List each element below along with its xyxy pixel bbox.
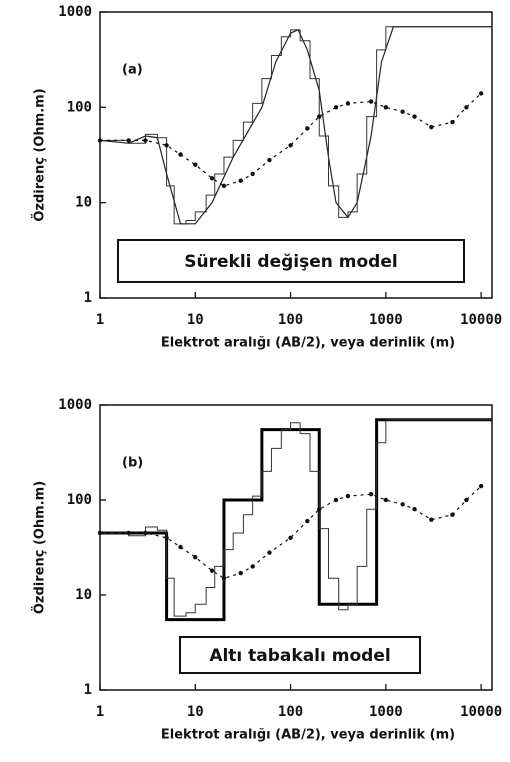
data-point — [305, 518, 310, 524]
data-point — [368, 99, 374, 104]
data-point — [178, 544, 183, 550]
data-point — [400, 109, 405, 114]
y-tick-label: 100 — [67, 99, 92, 115]
data-point — [238, 178, 243, 183]
data-point — [143, 530, 148, 536]
data-point — [267, 157, 272, 163]
data-point — [97, 138, 103, 143]
data-point — [267, 550, 272, 555]
data-point — [412, 114, 417, 119]
data-point — [429, 124, 434, 130]
y-axis-label: Özdirenç (Ohm.m) — [32, 481, 48, 614]
data-point — [178, 152, 183, 157]
data-point — [400, 502, 405, 507]
x-tick-label: 1000 — [369, 704, 403, 720]
data-point — [126, 530, 131, 536]
x-axis-label: Elektrot aralığı (AB/2), veya derinlik (… — [161, 336, 455, 351]
data-point — [209, 568, 215, 573]
data-point — [478, 483, 484, 489]
step-line — [100, 26, 492, 225]
x-tick-label: 100 — [278, 312, 303, 328]
model-label: Altı tabakalı model — [209, 646, 390, 666]
y-axis-label: Özdirenç (Ohm.m) — [32, 88, 48, 221]
data-point — [209, 176, 215, 181]
data-point — [238, 570, 243, 576]
data-point — [221, 183, 227, 189]
y-tick-label: 1000 — [58, 397, 92, 413]
step-line — [100, 419, 492, 617]
data-point — [250, 564, 255, 569]
data-point — [464, 105, 469, 110]
panel-label: (b) — [122, 456, 143, 471]
x-tick-label: 10 — [187, 312, 204, 328]
data-point — [250, 171, 255, 177]
x-tick-label: 10000 — [460, 704, 502, 720]
x-tick-label: 10 — [187, 704, 204, 720]
step-line — [100, 418, 492, 622]
data-point — [305, 126, 310, 131]
data-point — [221, 576, 227, 581]
x-tick-label: 10000 — [460, 312, 502, 328]
data-point — [333, 105, 339, 110]
data-point — [333, 497, 339, 503]
data-point — [368, 492, 374, 497]
y-tick-label: 10 — [75, 587, 92, 603]
x-tick-label: 1 — [96, 312, 104, 328]
data-point — [288, 143, 293, 148]
data-point — [429, 517, 434, 522]
data-point — [450, 512, 455, 517]
plot-frame — [99, 404, 493, 691]
data-point — [345, 101, 351, 106]
x-tick-label: 100 — [278, 704, 303, 720]
y-tick-label: 10 — [75, 195, 92, 211]
y-tick-label: 1 — [84, 682, 92, 698]
data-point — [412, 507, 417, 512]
y-tick-label: 100 — [67, 492, 92, 508]
x-tick-label: 1 — [96, 704, 104, 720]
data-point — [383, 497, 389, 503]
data-point — [126, 138, 131, 143]
data-point — [464, 497, 469, 503]
data-point — [383, 105, 389, 110]
data-point — [317, 114, 322, 119]
panel-label: (a) — [122, 63, 143, 78]
data-point — [478, 91, 484, 96]
y-tick-label: 1000 — [58, 4, 92, 20]
data-point — [164, 143, 169, 148]
data-point — [317, 507, 322, 512]
data-point — [97, 530, 103, 536]
data-point — [143, 138, 148, 143]
data-point — [288, 535, 293, 541]
model-box — [117, 239, 465, 283]
x-axis-label: Elektrot aralığı (AB/2), veya derinlik (… — [161, 728, 455, 743]
data-point — [450, 119, 455, 125]
data-point — [345, 493, 351, 499]
y-tick-label: 1 — [84, 290, 92, 306]
apparent-resistivity-curve — [100, 92, 482, 187]
model-box — [179, 636, 421, 674]
data-point — [193, 162, 198, 167]
data-point — [193, 554, 198, 560]
x-tick-label: 1000 — [369, 312, 403, 328]
data-point — [164, 535, 169, 541]
plot-frame — [99, 11, 493, 299]
model-label: Sürekli değişen model — [184, 252, 397, 272]
model-curve — [99, 26, 492, 225]
